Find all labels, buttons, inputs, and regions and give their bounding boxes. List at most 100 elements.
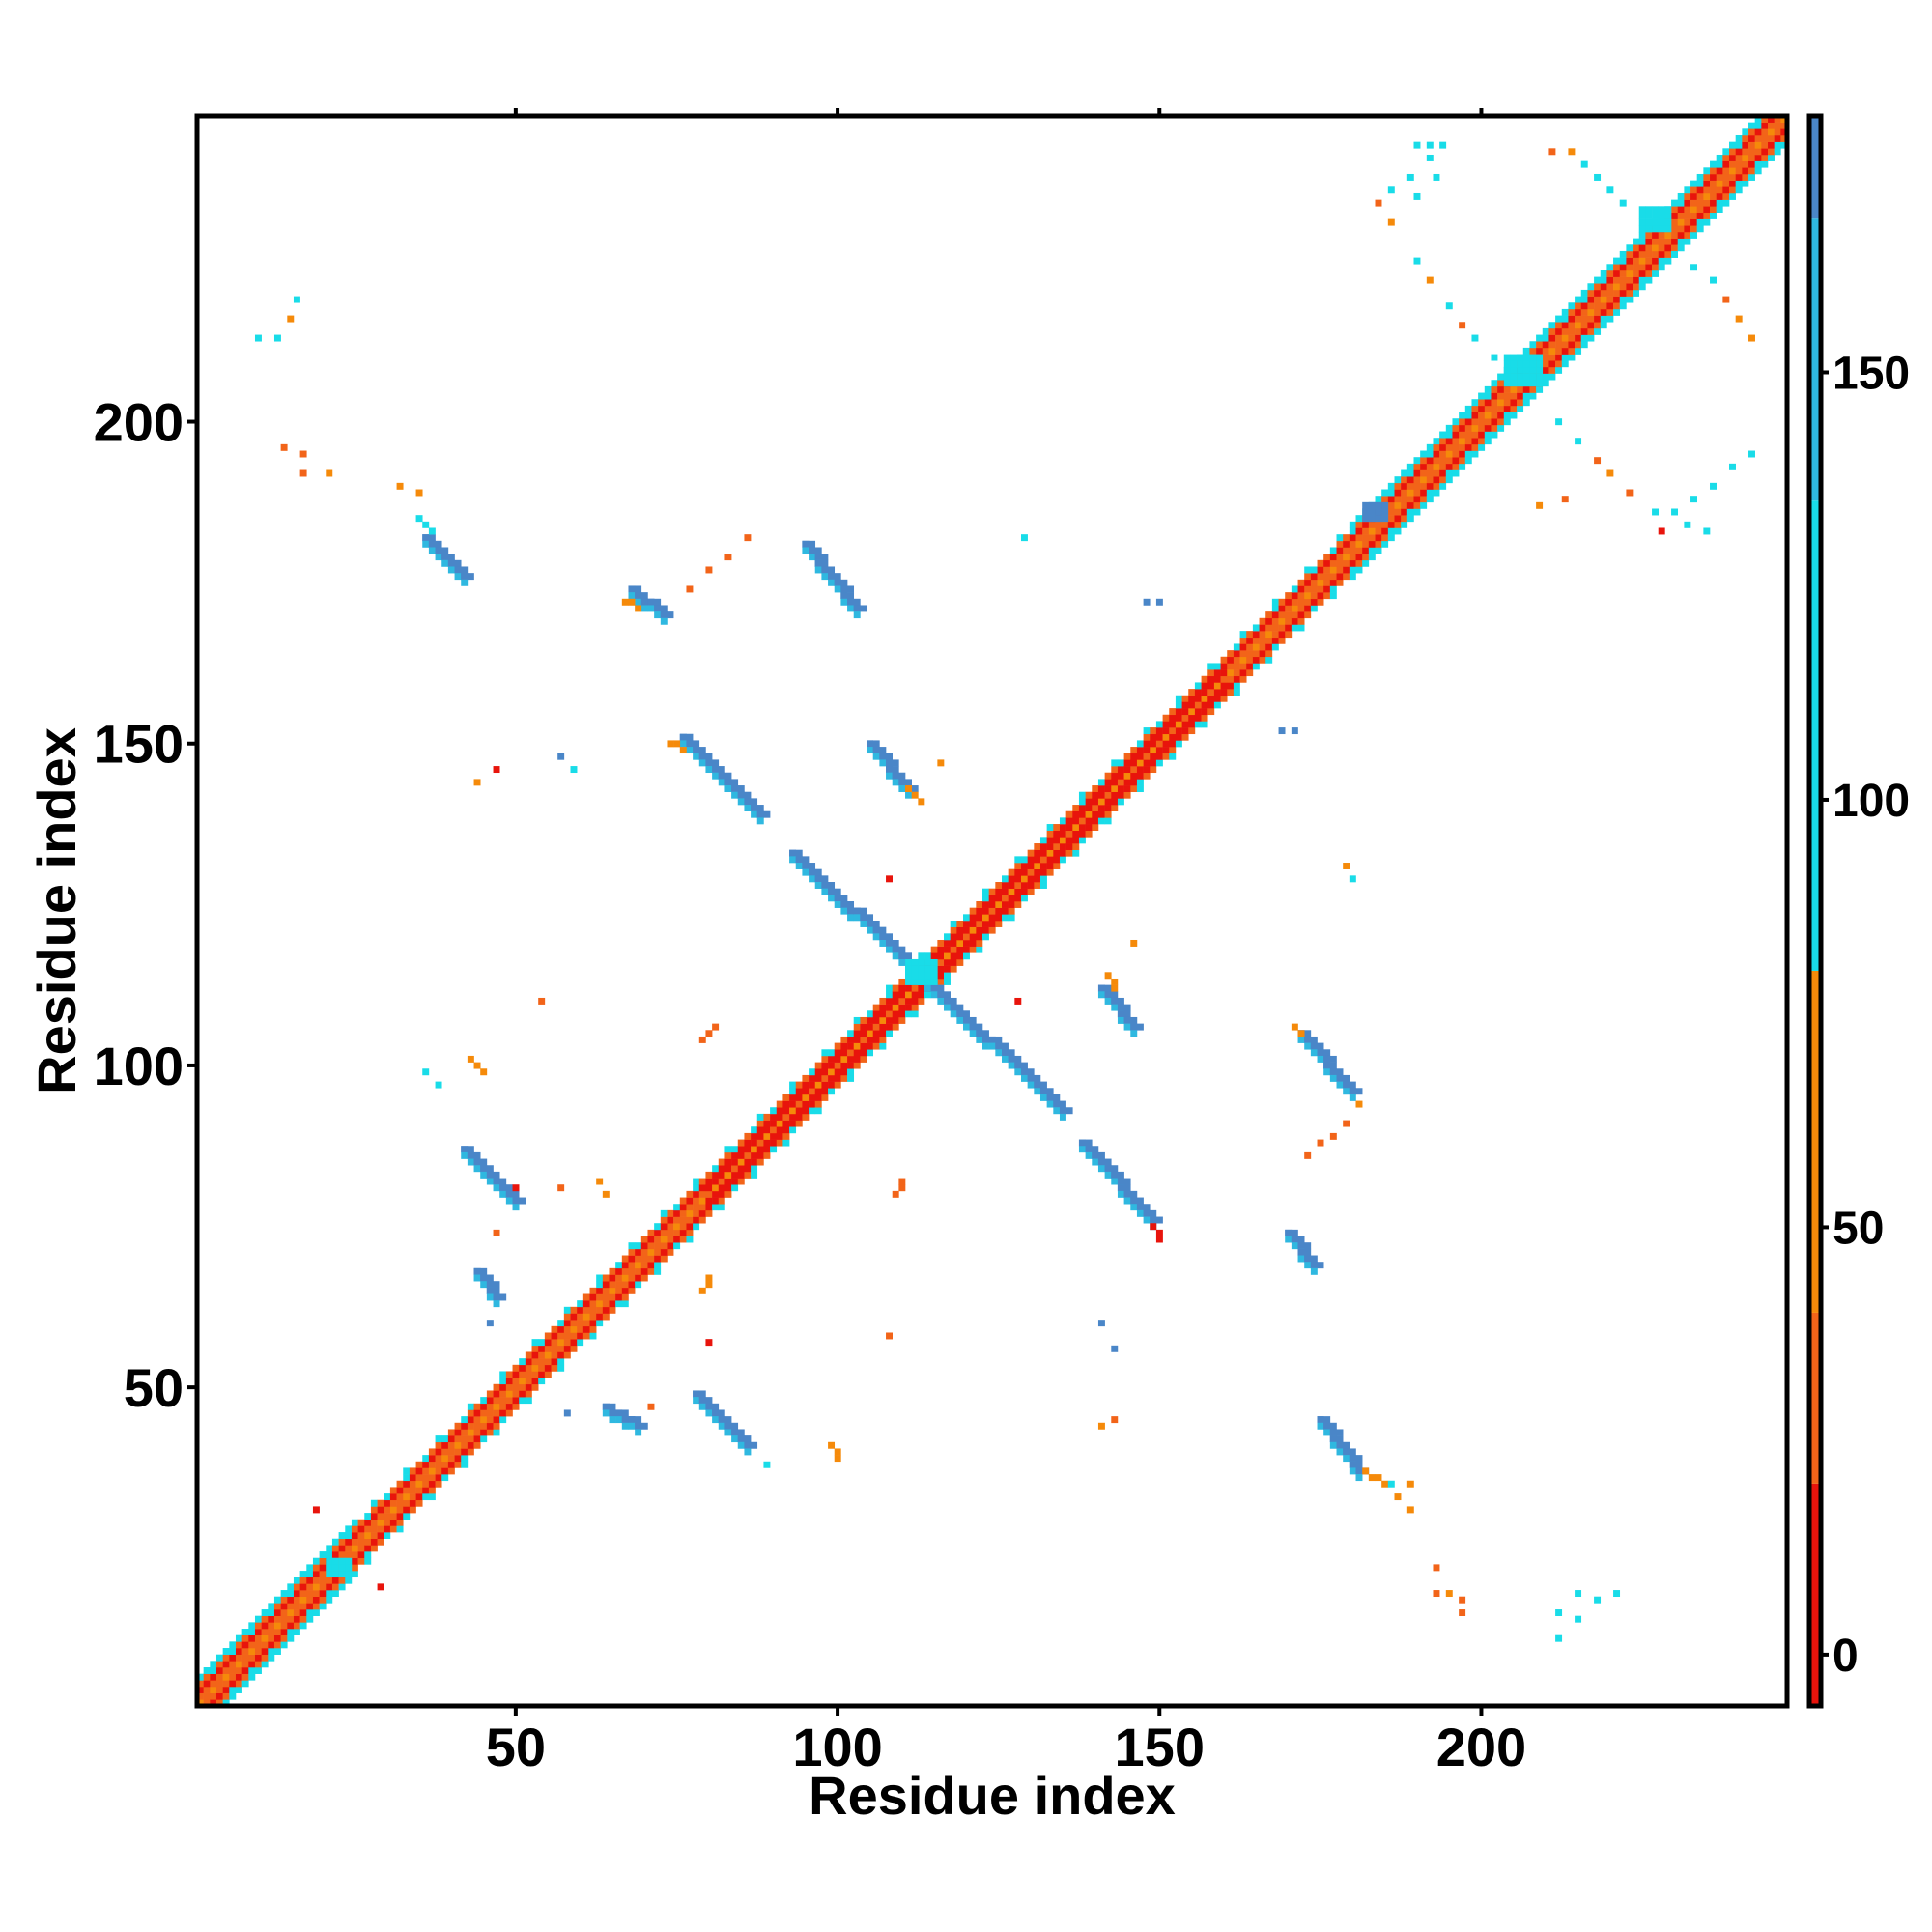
diagonal-cell xyxy=(635,1267,642,1275)
diagonal-cell xyxy=(422,1474,430,1482)
diagonal-cell xyxy=(1008,875,1015,883)
diagonal-cell xyxy=(1748,154,1755,161)
diagonal-cell xyxy=(306,1571,314,1578)
contact-point xyxy=(1406,1506,1414,1514)
diagonal-cell xyxy=(319,1577,327,1584)
diagonal-cell xyxy=(461,1448,469,1456)
contact-point xyxy=(377,1583,384,1591)
block-cell xyxy=(1510,380,1518,387)
diagonal-cell xyxy=(563,1320,571,1327)
diagonal-cell xyxy=(596,1287,604,1294)
diagonal-cell xyxy=(1188,689,1196,696)
diagonal-cell xyxy=(435,1435,442,1443)
diagonal-cell xyxy=(447,1461,455,1468)
diagonal-cell xyxy=(744,1171,752,1179)
diagonal-cell xyxy=(1600,308,1607,316)
diagonal-cell xyxy=(898,1010,906,1018)
diagonal-cell xyxy=(551,1325,558,1333)
diagonal-cell xyxy=(299,1577,307,1584)
diagonal-cell xyxy=(1014,856,1022,864)
diagonal-cell xyxy=(963,946,970,953)
diagonal-cell xyxy=(1265,637,1273,644)
diagonal-cell xyxy=(1085,824,1093,831)
pairing-cell xyxy=(1317,1042,1324,1050)
block-cell xyxy=(345,1571,353,1578)
diagonal-cell xyxy=(1169,753,1177,760)
diagonal-cell xyxy=(467,1416,474,1424)
contact-point xyxy=(1111,1345,1119,1352)
diagonal-cell xyxy=(1690,218,1697,226)
diagonal-cell xyxy=(480,1429,488,1436)
diagonal-cell xyxy=(441,1435,449,1443)
diagonal-cell xyxy=(1368,527,1376,535)
diagonal-cell xyxy=(1426,463,1434,470)
diagonal-cell xyxy=(377,1499,384,1507)
pairing-cell xyxy=(898,1184,906,1192)
diagonal-cell xyxy=(1433,482,1440,490)
diagonal-cell xyxy=(1761,122,1769,129)
diagonal-cell xyxy=(982,901,989,908)
diagonal-cell xyxy=(911,1010,919,1018)
diagonal-cell xyxy=(911,991,919,999)
diagonal-cell xyxy=(1464,457,1472,465)
diagonal-cell xyxy=(525,1351,532,1359)
pairing-cell xyxy=(686,740,694,748)
diagonal-cell xyxy=(1355,540,1363,548)
diagonal-cell xyxy=(1619,264,1627,271)
block-cell xyxy=(1658,225,1665,233)
diagonal-cell xyxy=(1213,675,1221,683)
diagonal-cell xyxy=(1355,521,1363,528)
diagonal-cell xyxy=(1368,540,1376,548)
diagonal-cell xyxy=(1304,611,1312,619)
diagonal-cell xyxy=(1085,798,1093,806)
diagonal-cell xyxy=(995,907,1003,915)
contact-point xyxy=(1748,334,1755,342)
block-cell xyxy=(326,1557,333,1565)
diagonal-cell xyxy=(969,939,977,947)
diagonal-cell xyxy=(737,1158,745,1166)
diagonal-cell xyxy=(1754,167,1762,175)
diagonal-cell xyxy=(1111,759,1119,767)
diagonal-cell xyxy=(1375,547,1382,554)
diagonal-cell xyxy=(1754,148,1762,156)
diagonal-cell xyxy=(1136,759,1144,767)
pairing-cell xyxy=(1310,1036,1318,1043)
diagonal-cell xyxy=(1323,559,1331,567)
diagonal-cell xyxy=(596,1313,604,1321)
diagonal-cell xyxy=(756,1126,764,1134)
block-cell xyxy=(930,958,938,966)
diagonal-cell xyxy=(1155,740,1163,748)
diagonal-cell xyxy=(582,1332,590,1340)
diagonal-cell xyxy=(1645,276,1653,284)
diagonal-cell xyxy=(1503,412,1511,419)
pairing-cell xyxy=(647,605,655,612)
diagonal-cell xyxy=(1406,501,1414,509)
pairing-cell xyxy=(905,952,912,960)
diagonal-cell xyxy=(1445,431,1453,439)
diagonal-cell xyxy=(679,1209,687,1217)
pairing-cell xyxy=(937,984,945,992)
diagonal-cell xyxy=(1445,469,1453,477)
diagonal-cell xyxy=(596,1300,604,1308)
diagonal-cell xyxy=(1575,327,1582,335)
diagonal-cell xyxy=(1600,283,1607,291)
pairing-cell xyxy=(737,791,745,799)
pairing-cell xyxy=(718,1409,725,1417)
diagonal-cell xyxy=(1078,805,1086,811)
diagonal-cell xyxy=(1433,443,1440,451)
diagonal-cell xyxy=(1271,637,1279,644)
diagonal-cell xyxy=(1104,805,1112,811)
diagonal-cell xyxy=(756,1158,764,1166)
diagonal-cell xyxy=(1246,631,1254,639)
diagonal-cell xyxy=(589,1320,597,1327)
diagonal-cell xyxy=(1123,791,1131,799)
diagonal-cell xyxy=(1097,805,1105,811)
diagonal-cell xyxy=(1619,250,1627,258)
diagonal-cell xyxy=(306,1577,314,1584)
diagonal-cell xyxy=(892,1023,899,1031)
diagonal-cell xyxy=(1297,585,1305,593)
diagonal-cell xyxy=(1188,721,1196,728)
diagonal-cell xyxy=(930,952,938,960)
pairing-cell xyxy=(1136,1197,1144,1205)
diagonal-cell xyxy=(853,1023,861,1031)
